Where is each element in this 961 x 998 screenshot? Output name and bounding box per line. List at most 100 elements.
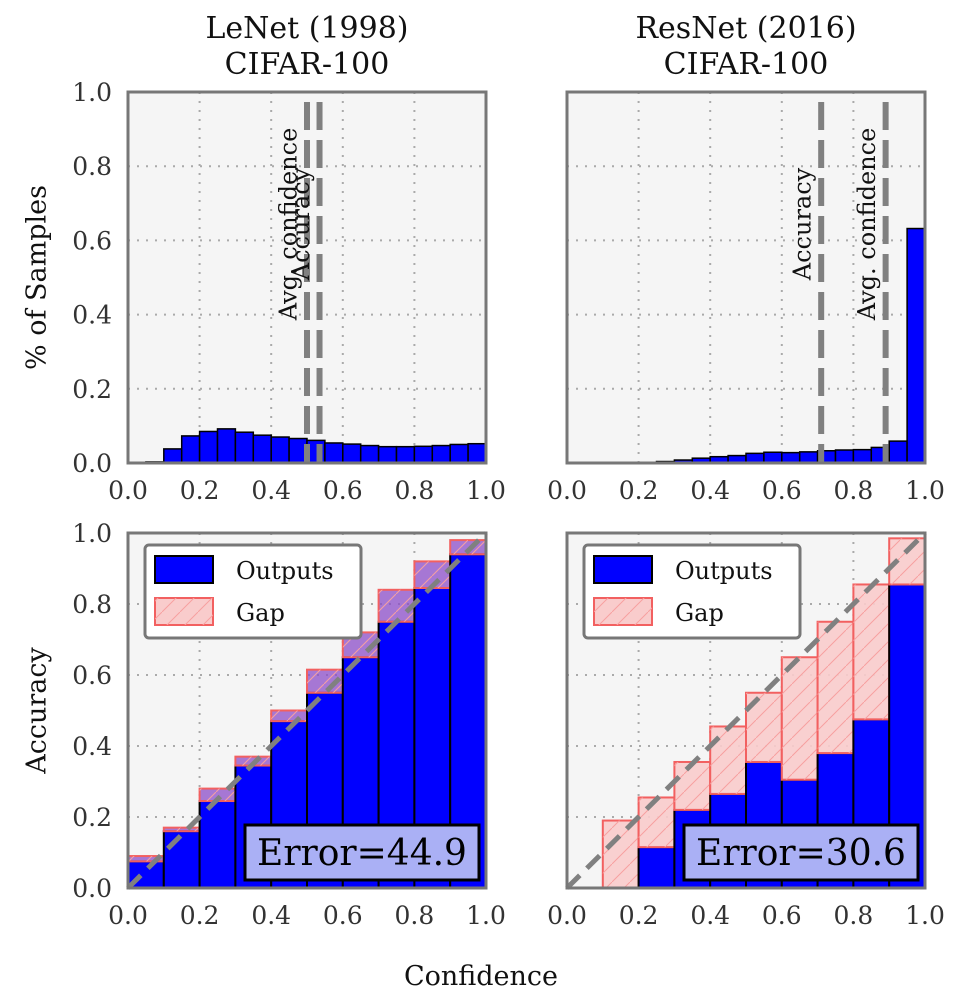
histogram-bar xyxy=(359,444,380,464)
histogram-bar xyxy=(431,444,451,464)
title-line: ResNet (2016) xyxy=(635,11,856,46)
gap-hatch xyxy=(602,820,639,888)
histogram-bar xyxy=(252,434,272,464)
x-tick-label: 0.8 xyxy=(395,901,435,930)
legend: Outputs Gap xyxy=(582,543,802,640)
y-axis-label: Accuracy xyxy=(22,647,53,775)
y-tick-label: 0.6 xyxy=(72,226,112,255)
x-tick-label: 0.4 xyxy=(690,476,730,505)
x-tick-label: 0.6 xyxy=(762,476,802,505)
plot-background xyxy=(567,92,925,463)
legend-outputs-label: Outputs xyxy=(675,557,773,585)
x-tick-label: 0.0 xyxy=(547,901,587,930)
gap-hatch xyxy=(817,621,854,754)
x-tick-label: 0.2 xyxy=(619,476,659,505)
x-tick-label: 0.8 xyxy=(395,476,435,505)
histogram-bar xyxy=(888,440,908,464)
histogram-bar xyxy=(413,445,434,464)
x-tick-label: 0.6 xyxy=(323,476,363,505)
y-tick-label: 0.6 xyxy=(72,661,112,690)
histogram-bar xyxy=(395,445,416,464)
reference-line-label: Accuracy xyxy=(287,167,315,281)
x-tick-label: 0.2 xyxy=(619,901,659,930)
x-tick-label: 1.0 xyxy=(466,901,506,930)
x-tick-label: 0.4 xyxy=(690,901,730,930)
y-tick-label: 1.0 xyxy=(72,519,112,548)
histogram-bar xyxy=(852,448,873,464)
gap-hatch xyxy=(853,584,890,720)
legend-outputs-swatch xyxy=(154,555,214,584)
legend-gap-hatch xyxy=(594,598,652,625)
y-tick-label: 0.8 xyxy=(72,152,112,181)
gap-hatch xyxy=(163,827,200,832)
y-tick-label: 0.0 xyxy=(72,449,112,478)
y-tick-label: 0.2 xyxy=(72,803,112,832)
reference-line-label: Avg. confidence xyxy=(275,128,303,322)
x-tick-label: 0.8 xyxy=(834,901,874,930)
error-annotation: Error=30.6 xyxy=(696,833,906,874)
y-axis-label: % of Samples xyxy=(22,185,53,370)
x-tick-label: 0.2 xyxy=(180,901,220,930)
resnet-reliability-diagram: 0.0 0.2 0.4 0.6 0.8 1.0 Outputs Gap Error=30.6 xyxy=(547,531,945,930)
error-annotation-box xyxy=(682,823,920,882)
gap-hatch xyxy=(199,788,236,802)
output-bar xyxy=(637,846,676,889)
histogram-bar xyxy=(781,451,801,464)
legend-gap-label: Gap xyxy=(236,599,285,627)
x-tick-label: 0.0 xyxy=(108,476,148,505)
x-tick-label: 1.0 xyxy=(905,901,945,930)
y-tick-label: 1.0 xyxy=(72,78,112,107)
x-tick-label: 0.6 xyxy=(323,901,363,930)
histogram-bar xyxy=(449,443,469,464)
legend-outputs-swatch xyxy=(593,555,653,584)
gap-hatch xyxy=(128,856,164,862)
x-tick-label: 1.0 xyxy=(466,476,506,505)
gap-hatch xyxy=(638,797,675,848)
reference-line-label: Avg. confidence xyxy=(853,128,881,322)
lenet-reliability-diagram: 0.0 0.2 0.4 0.6 0.8 1.0 0.0 0.2 0.4 0.6 0.8 1.0 Accu… xyxy=(22,519,506,930)
y-tick-label: 0.4 xyxy=(72,301,112,330)
histogram-bar xyxy=(270,436,290,464)
plot-frame xyxy=(126,531,488,890)
gap-hatch xyxy=(674,761,711,810)
gap-hatch xyxy=(781,657,818,780)
gap-hatch xyxy=(710,726,746,794)
y-tick-label: 0.0 xyxy=(72,874,112,903)
histogram-bar xyxy=(834,449,855,464)
histogram-bar xyxy=(763,451,783,464)
output-bar xyxy=(162,830,201,890)
legend: Outputs Gap xyxy=(143,543,363,640)
x-axis-label: Confidence xyxy=(404,961,558,992)
reference-line-label: Accuracy xyxy=(789,167,817,281)
gap-hatch xyxy=(378,589,415,622)
y-tick-label: 0.4 xyxy=(72,732,112,761)
x-tick-label: 0.4 xyxy=(251,901,291,930)
x-tick-label: 0.6 xyxy=(762,901,802,930)
title-line: CIFAR-100 xyxy=(664,47,829,82)
histogram-bar xyxy=(906,227,926,464)
x-tick-label: 0.4 xyxy=(251,476,291,505)
plot-frame xyxy=(565,90,927,465)
histogram-bar xyxy=(324,442,344,464)
x-tick-label: 1.0 xyxy=(905,476,945,505)
histogram-bar xyxy=(377,445,398,464)
resnet-confidence-histogram: Accuracy Avg. confidence 0.0 0.2 0.4 0.6 0.8 1.… xyxy=(547,11,945,505)
output-bar xyxy=(198,800,237,890)
title-line: LeNet (1998) xyxy=(205,11,408,46)
legend-gap-hatch xyxy=(155,598,213,625)
panel-title: ResNet (2016) CIFAR-100 xyxy=(635,11,856,82)
x-tick-label: 0.8 xyxy=(834,476,874,505)
x-tick-label: 0.0 xyxy=(547,476,587,505)
perfect-calibration-line xyxy=(565,531,927,890)
plot-frame xyxy=(126,90,488,465)
title-line: CIFAR-100 xyxy=(225,47,390,82)
histogram-bar xyxy=(234,431,255,464)
legend-gap-label: Gap xyxy=(675,599,724,627)
legend-outputs-label: Outputs xyxy=(236,557,334,585)
histogram-bar xyxy=(798,451,819,464)
y-tick-label: 0.2 xyxy=(72,375,112,404)
histogram-bar xyxy=(216,428,237,464)
perfect-calibration-line xyxy=(126,531,488,890)
